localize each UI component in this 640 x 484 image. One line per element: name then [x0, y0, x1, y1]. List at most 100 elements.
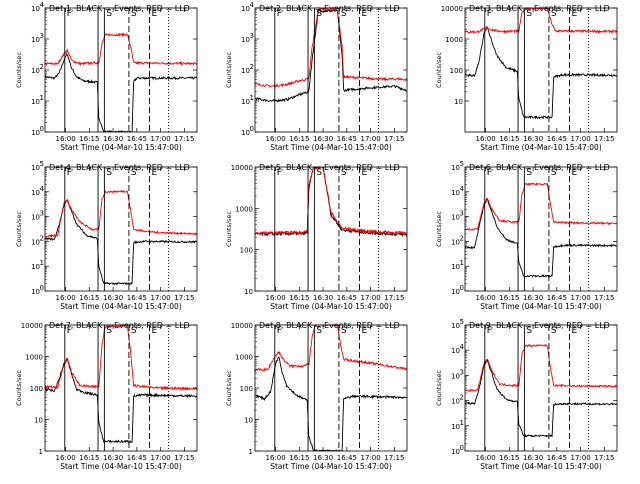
x-tick-label: 17:00: [150, 135, 170, 143]
panel-title: Det 5, BLACK = Events, RED = LLD: [259, 163, 400, 172]
y-tick-label: 10: [451, 398, 460, 406]
y-tick-label: 10: [241, 36, 250, 44]
marker-label: S: [316, 326, 322, 336]
x-tick-label: 16:15: [289, 454, 309, 462]
panel-title: Det 8, BLACK = Events, RED = LLD: [259, 321, 400, 330]
plot-frame: [254, 324, 408, 452]
series-events-line: [465, 359, 617, 438]
series-group: [45, 189, 197, 286]
x-tick-label: 16:00: [55, 294, 75, 302]
series-group: [255, 167, 407, 238]
y-tick-label: 10000: [231, 322, 253, 330]
marker-label: S: [551, 168, 557, 178]
y-tick-label: 10: [31, 288, 40, 296]
y-axis-label: Counts/sec: [225, 52, 233, 88]
x-tick-label: 16:15: [289, 135, 309, 143]
x-tick-label: 16:00: [55, 135, 75, 143]
y-tick-label: 1000: [445, 36, 463, 44]
y-tick-label: 10000: [21, 322, 43, 330]
x-tick-label: 16:45: [337, 294, 357, 302]
y-tick-label: 10: [451, 423, 460, 431]
series-events-line: [45, 199, 197, 286]
series-group: [465, 8, 617, 120]
x-tick-label: 17:15: [384, 294, 404, 302]
marker-label: E: [572, 326, 578, 336]
series-events-line: [465, 26, 617, 120]
marker-label: E: [362, 168, 368, 178]
y-tick-label: 100: [30, 385, 43, 393]
y-axis-label: Counts/sec: [15, 52, 23, 88]
y-tick-label: 10: [31, 263, 40, 271]
series-events-line: [45, 53, 197, 132]
plot-frame: [464, 166, 618, 292]
plot-frame: [254, 166, 408, 292]
y-tick-exponent: 0: [460, 284, 464, 292]
x-tick-label: 16:30: [103, 454, 123, 462]
x-tick-label: 17:15: [384, 454, 404, 462]
x-axis-label: Start Time (04-Mar-10 15:47:00): [270, 143, 392, 152]
x-tick-label: 16:30: [313, 454, 333, 462]
x-axis-label: Start Time (04-Mar-10 15:47:00): [480, 462, 602, 471]
x-tick-label: 16:15: [79, 454, 99, 462]
marker-label: S: [131, 168, 137, 178]
panel-title: Det 7, BLACK = Events, RED = LLD: [49, 321, 190, 330]
marker-label: E: [572, 168, 578, 178]
y-tick-label: 10: [34, 417, 43, 425]
panel-title: Det 4, BLACK = Events, RED = LLD: [49, 163, 190, 172]
x-tick-label: 17:00: [570, 294, 590, 302]
y-tick-label: 10: [31, 67, 40, 75]
x-tick-label: 17:15: [594, 135, 614, 143]
y-tick-exponent: 1: [460, 419, 464, 427]
panel-title: Det 9, BLACK = Events, RED = LLD: [469, 321, 610, 330]
series-lld-line: [465, 343, 617, 393]
marker-label: F: [67, 326, 72, 336]
marker-label: F: [487, 168, 492, 178]
x-tick-label: 17:00: [360, 454, 380, 462]
y-tick-exponent: 3: [460, 368, 464, 376]
x-axis-label: Start Time (04-Mar-10 15:47:00): [60, 143, 182, 152]
y-tick-label: 1: [249, 448, 253, 456]
y-axis-label: Counts/sec: [225, 211, 233, 247]
y-tick-exponent: 2: [250, 63, 254, 71]
x-axis-label: Start Time (04-Mar-10 15:47:00): [480, 143, 602, 152]
y-tick-exponent: 5: [460, 318, 464, 326]
y-tick-label: 100: [240, 247, 253, 255]
x-tick-label: 16:30: [523, 454, 543, 462]
y-tick-label: 1: [39, 448, 43, 456]
y-tick-exponent: 0: [40, 125, 44, 133]
x-tick-label: 17:15: [594, 454, 614, 462]
marker-label: S: [341, 326, 347, 336]
y-tick-label: 10: [31, 98, 40, 106]
y-tick-label: 10: [451, 164, 460, 172]
x-tick-label: 16:45: [547, 294, 567, 302]
y-tick-label: 10: [241, 67, 250, 75]
plot-frame: [464, 7, 618, 133]
marker-label: S: [341, 9, 347, 19]
y-tick-exponent: 4: [460, 185, 465, 193]
y-tick-label: 10: [244, 417, 253, 425]
y-tick-label: 10000: [441, 5, 463, 13]
y-tick-label: 1000: [235, 205, 253, 213]
y-tick-label: 10: [31, 5, 40, 13]
y-tick-exponent: 2: [40, 63, 44, 71]
y-tick-exponent: 3: [40, 32, 44, 40]
marker-label: F: [487, 9, 492, 19]
y-tick-exponent: 2: [40, 234, 44, 242]
marker-label: S: [106, 9, 112, 19]
y-tick-label: 10000: [231, 164, 253, 172]
marker-label: F: [487, 326, 492, 336]
marker-label: S: [526, 326, 532, 336]
y-tick-label: 10: [241, 129, 250, 137]
x-tick-label: 16:15: [499, 454, 519, 462]
x-tick-label: 16:45: [127, 135, 147, 143]
marker-label: S: [526, 168, 532, 178]
x-tick-label: 17:15: [174, 294, 194, 302]
y-tick-label: 10: [31, 238, 40, 246]
series-events-line: [255, 356, 407, 451]
